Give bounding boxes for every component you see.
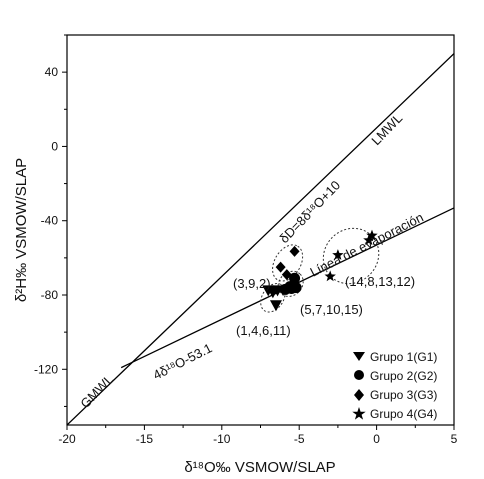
group-outline [272, 244, 304, 282]
x-tick-label: 0 [373, 432, 380, 446]
legend-label-g3: Grupo 3(G3) [370, 388, 437, 402]
annotation-g3: (3,9,2) [233, 276, 271, 291]
legend-item-g2: Grupo 2(G2) [354, 369, 437, 383]
point-circle [284, 281, 296, 293]
legend-marker-circle [354, 370, 364, 380]
x-tick-label: -10 [213, 432, 231, 446]
data-markers [262, 229, 378, 312]
x-tick-label: -15 [136, 432, 154, 446]
gmwl-equation-label: δD=8δ¹⁸O+10 [276, 178, 343, 246]
tick-labels: -20 -15 -10 -5 0 5 40 0 -40 -80 -120 [34, 65, 458, 446]
evaporation-equation-label: 4δ¹⁸O-53.1 [151, 340, 215, 382]
gmwl-label: GMWL [77, 372, 116, 412]
annotation-g1: (1,4,6,11) [236, 323, 291, 338]
point-circle [289, 272, 301, 284]
annotation-g2: (5,7,10,15) [300, 302, 363, 317]
legend-marker-diamond [354, 389, 364, 401]
x-tick-label: 5 [451, 432, 458, 446]
lmwl-label: LMWL [368, 111, 405, 148]
legend-label-g1: Grupo 1(G1) [370, 350, 437, 364]
legend: Grupo 1(G1) Grupo 2(G2) Grupo 3(G3) Grup… [352, 350, 437, 421]
y-tick-label: -120 [34, 362, 58, 376]
y-tick-label: -80 [41, 288, 59, 302]
legend-item-g3: Grupo 3(G3) [354, 388, 437, 402]
evaporation-line-label: Línea de evaporación [308, 210, 426, 280]
annotation-g4: (14,8,13,12) [345, 274, 415, 289]
legend-label-g2: Grupo 2(G2) [370, 369, 437, 383]
legend-item-g1: Grupo 1(G1) [353, 350, 437, 364]
point-triangle-down [269, 300, 282, 312]
point-star [332, 249, 344, 260]
point-star [324, 270, 336, 282]
point-diamond [281, 269, 292, 281]
point-diamond [275, 261, 286, 273]
legend-label-g4: Grupo 4(G4) [370, 407, 437, 421]
point-star [366, 229, 378, 241]
x-tick-label: -20 [58, 432, 76, 446]
axes-ticks [62, 34, 455, 430]
group-outline [277, 270, 304, 297]
point-diamond [289, 245, 300, 257]
y-tick-label: -40 [41, 214, 59, 228]
legend-item-g4: Grupo 4(G4) [352, 407, 437, 421]
y-axis-title: δ²H‰ VSMOW/SLAP [13, 158, 30, 302]
legend-marker-star [352, 407, 366, 420]
legend-marker-triangle-down [353, 352, 365, 361]
x-tick-label: -5 [294, 432, 305, 446]
y-tick-label: 0 [51, 139, 58, 153]
y-tick-label: 40 [45, 65, 59, 79]
x-axis-title: δ¹⁸O‰ VSMOW/SLAP [184, 459, 335, 476]
